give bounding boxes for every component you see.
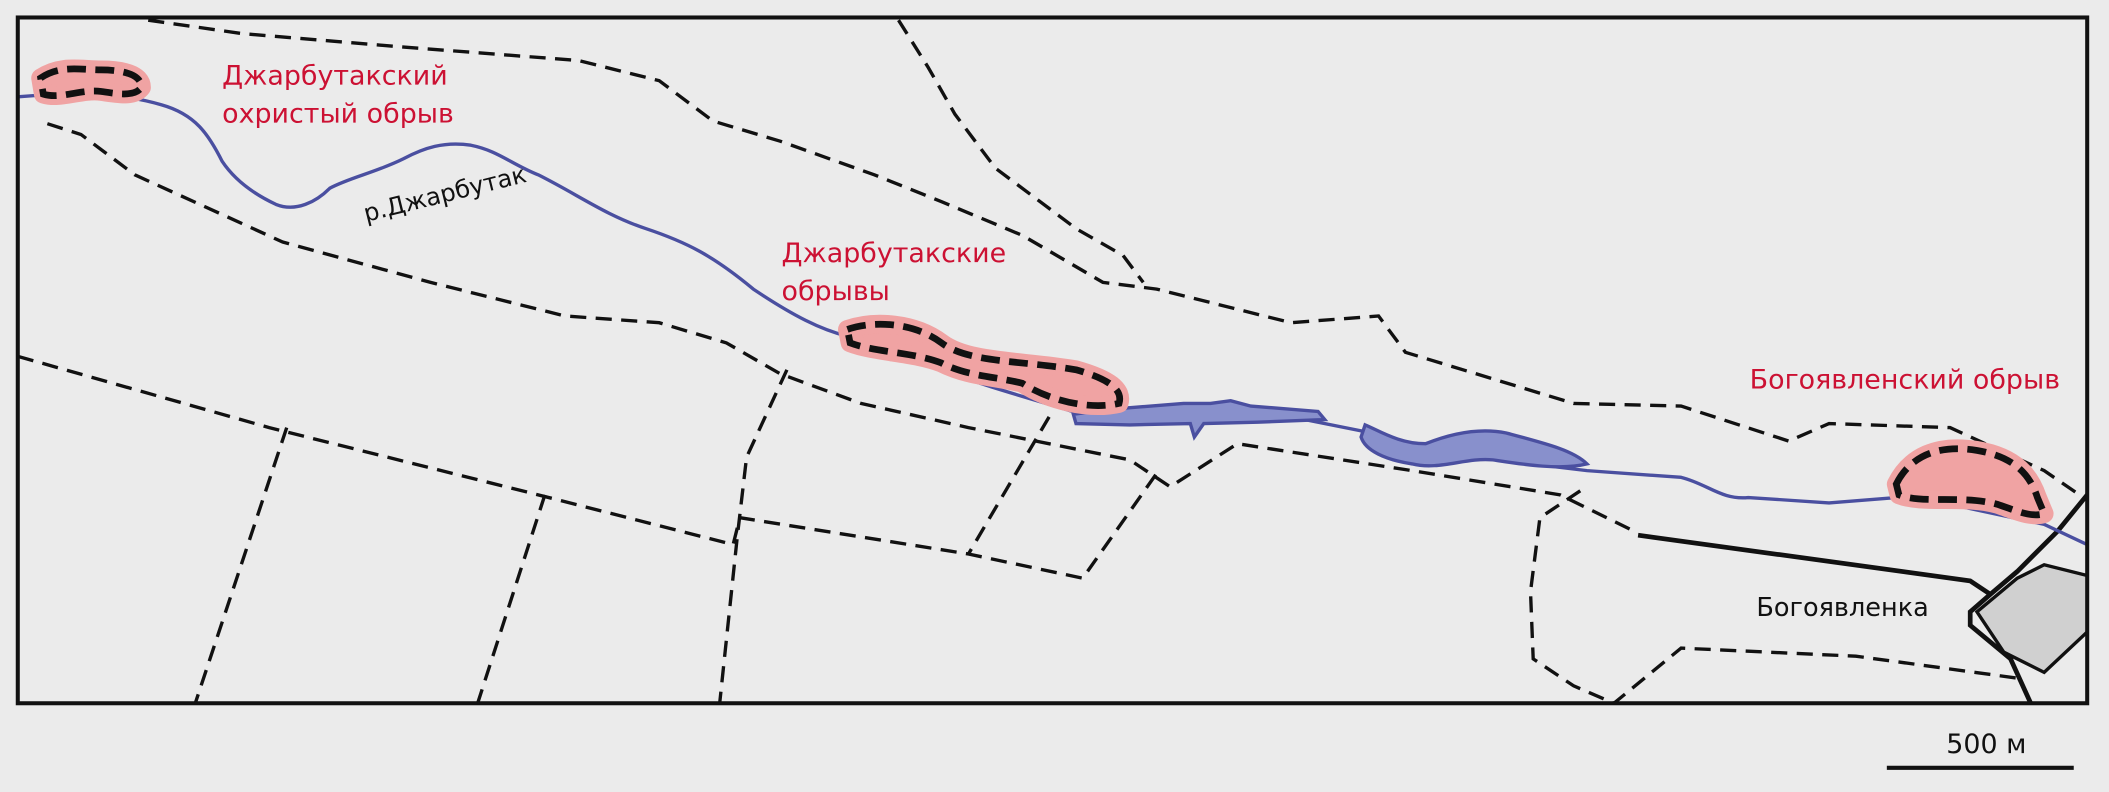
lake	[1071, 398, 1329, 441]
site-outcrops	[31, 59, 2054, 525]
roads	[17, 18, 2088, 704]
boundary	[1637, 493, 2088, 704]
scale-label: 500 м	[1946, 729, 2026, 760]
site-label: Богоявленский обрыв	[1750, 365, 2060, 396]
site-label: Джарбутакский	[222, 61, 448, 92]
map-body	[17, 18, 2088, 704]
site-label: охристый обрыв	[222, 98, 454, 129]
settlement-label: Богоявленка	[1756, 593, 1928, 623]
map-frame	[15, 15, 2090, 706]
site-label: Джарбутакские	[782, 238, 1007, 269]
town-area	[1974, 562, 2088, 675]
site-label: обрывы	[782, 276, 890, 307]
lake	[1359, 422, 1591, 469]
